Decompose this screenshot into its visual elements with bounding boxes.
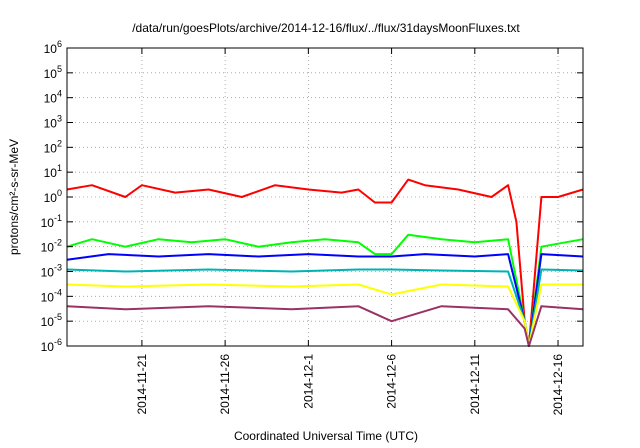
y-tick-label: 100	[44, 188, 62, 205]
y-tick-base: 10	[41, 241, 55, 255]
y-tick-exponent: 5	[57, 64, 62, 74]
x-tick-label: 2014-12-6	[385, 354, 399, 409]
y-tick-exponent: 2	[57, 138, 62, 148]
y-tick-exponent: -4	[54, 287, 62, 297]
y-tick-exponent: -6	[54, 337, 62, 347]
y-tick-label: 104	[44, 89, 62, 106]
y-tick-base: 10	[41, 266, 55, 280]
y-tick-base: 10	[44, 67, 58, 81]
y-axis-label: protons/cm²-s-sr-MeV	[7, 139, 21, 255]
y-tick-base: 10	[41, 315, 55, 329]
y-tick-base: 10	[44, 117, 58, 131]
y-tick-label: 10-2	[41, 238, 62, 255]
y-tick-label: 10-5	[41, 312, 62, 329]
y-tick-label: 103	[44, 114, 62, 131]
y-tick-base: 10	[41, 290, 55, 304]
y-tick-label: 106	[44, 39, 62, 56]
y-tick-base: 10	[44, 141, 58, 155]
y-tick-label: 102	[44, 138, 62, 155]
axis-ticks: 10-610-510-410-310-210-11001011021031041…	[41, 39, 583, 415]
x-tick-label: 2014-12-11	[468, 354, 482, 415]
plot-area	[66, 178, 584, 347]
y-tick-exponent: 3	[57, 114, 62, 124]
y-tick-label: 101	[44, 163, 62, 180]
y-tick-exponent: 4	[57, 89, 62, 99]
y-tick-label: 10-6	[41, 337, 62, 354]
x-axis-label: Coordinated Universal Time (UTC)	[234, 429, 418, 443]
y-tick-label: 105	[44, 64, 62, 81]
y-tick-exponent: -2	[54, 238, 62, 248]
x-tick-label: 2014-12-1	[301, 354, 315, 409]
y-tick-base: 10	[44, 42, 58, 56]
y-tick-base: 10	[41, 340, 55, 354]
series-line-5	[66, 283, 583, 347]
chart-title: /data/run/goesPlots/archive/2014-12-16/f…	[132, 21, 520, 35]
x-tick-label: 2014-11-21	[135, 354, 149, 415]
y-tick-exponent: 0	[57, 188, 62, 198]
y-tick-label: 10-1	[41, 213, 62, 230]
y-tick-exponent: 6	[57, 39, 62, 49]
y-tick-base: 10	[44, 166, 58, 180]
x-tick-label: 2014-12-16	[551, 354, 565, 416]
y-tick-exponent: -1	[54, 213, 62, 223]
y-tick-base: 10	[41, 216, 55, 230]
y-tick-label: 10-3	[41, 263, 62, 280]
x-tick-label: 2014-11-26	[218, 354, 232, 415]
series-line-6	[66, 305, 584, 347]
y-tick-base: 10	[44, 92, 58, 106]
y-tick-label: 10-4	[41, 287, 62, 304]
y-tick-base: 10	[44, 191, 58, 205]
y-tick-exponent: -3	[54, 263, 62, 273]
y-tick-exponent: -5	[54, 312, 62, 322]
y-tick-exponent: 1	[57, 163, 62, 173]
